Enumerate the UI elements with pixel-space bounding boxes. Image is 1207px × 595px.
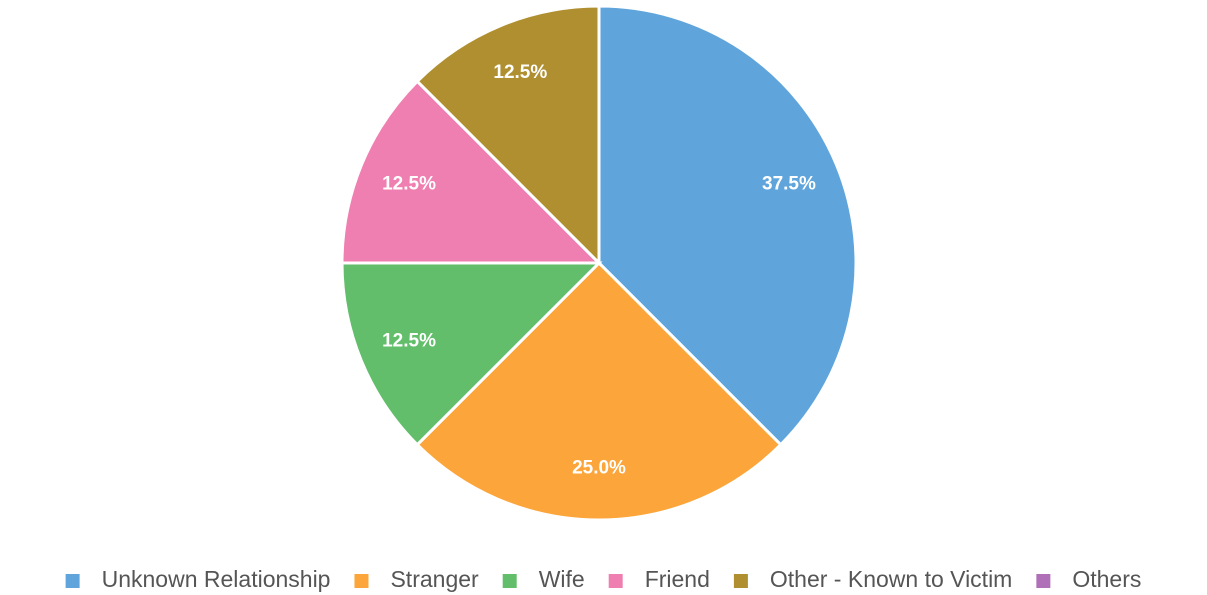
- legend-label: Others: [1072, 566, 1141, 592]
- legend-label: Stranger: [390, 566, 479, 592]
- legend-label: Friend: [645, 566, 710, 592]
- pie-slice: [415, 4, 601, 267]
- legend-swatch: [65, 574, 80, 588]
- legend-swatch: [354, 574, 369, 588]
- pie-slice: [340, 261, 603, 447]
- pie-slice: [415, 260, 783, 522]
- legend-swatch: [608, 574, 623, 588]
- data-label: 12.5%: [382, 331, 436, 352]
- legend-swatch: [733, 574, 748, 588]
- pie-slice: [597, 4, 858, 447]
- legend-swatch: [1036, 574, 1051, 588]
- legend-swatch: [502, 574, 517, 588]
- data-label: 37.5%: [762, 173, 816, 194]
- data-label: 12.5%: [493, 62, 547, 83]
- pie-slice: [340, 79, 603, 265]
- legend-label: Wife: [539, 566, 585, 592]
- legend-label: Unknown Relationship: [102, 566, 331, 592]
- data-label: 25.0%: [572, 458, 626, 479]
- data-label: 12.5%: [382, 173, 436, 194]
- legend-label: Other - Known to Victim: [770, 566, 1012, 592]
